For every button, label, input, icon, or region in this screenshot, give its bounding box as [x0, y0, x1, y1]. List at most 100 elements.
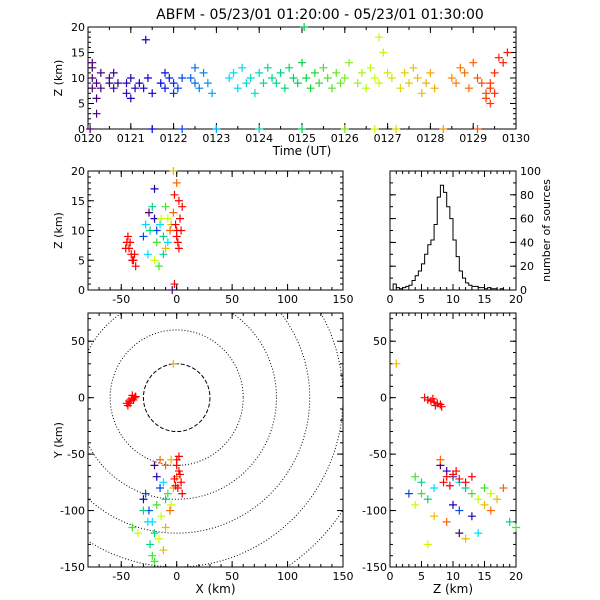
source-point: [146, 540, 155, 549]
x-tick-label: 0: [387, 293, 394, 306]
x-tick-label: 0: [387, 570, 394, 583]
source-point: [285, 63, 294, 72]
source-point: [452, 79, 461, 88]
y-tick-label: 0: [78, 392, 85, 405]
source-point: [154, 534, 163, 543]
source-point: [473, 125, 482, 133]
source-point: [126, 238, 135, 247]
source-point: [165, 74, 174, 82]
range-ring: [88, 313, 277, 500]
source-point: [169, 359, 178, 368]
source-point: [315, 79, 324, 88]
x-tick-label: 15: [478, 293, 492, 306]
source-point: [452, 467, 461, 476]
source-point: [370, 74, 379, 82]
y-tick-label: 0: [78, 123, 85, 136]
source-point: [123, 232, 132, 241]
source-point: [357, 68, 366, 77]
source-point: [480, 500, 489, 509]
x-axis-label: Z (km): [433, 582, 473, 596]
x-tick-label: 50: [225, 293, 239, 306]
source-point: [171, 220, 180, 229]
source-point: [176, 470, 185, 479]
source-point: [493, 495, 502, 504]
source-point: [255, 125, 264, 133]
y-tick-label: 100: [520, 165, 541, 178]
height-y-panel: 0 5 10 15 20 -150 -100 -50 0 50 Z (km): [362, 312, 523, 596]
source-point: [157, 512, 166, 521]
source-point: [156, 220, 165, 229]
source-point: [148, 125, 157, 133]
source-point: [480, 483, 489, 492]
source-point: [172, 232, 181, 241]
source-point: [469, 58, 478, 67]
source-point: [302, 74, 311, 82]
source-point: [512, 523, 520, 532]
source-point: [131, 262, 140, 271]
y-tick-label: -50: [369, 448, 387, 461]
y-tick-label: 0: [380, 392, 387, 405]
source-point: [156, 483, 165, 492]
histogram-steps: [390, 184, 516, 291]
source-point: [169, 89, 178, 98]
source-point: [417, 478, 426, 487]
range-ring: [88, 313, 311, 534]
source-point: [121, 244, 130, 253]
source-point: [460, 68, 469, 77]
source-point: [310, 68, 319, 77]
source-point: [456, 63, 465, 72]
source-point: [88, 63, 97, 72]
y-tick-label: -150: [362, 561, 387, 574]
source-point: [490, 89, 499, 98]
source-point: [156, 79, 165, 88]
source-point: [486, 489, 495, 498]
source-point: [289, 74, 298, 82]
source-point: [482, 94, 491, 103]
source-point: [225, 74, 234, 82]
source-point: [168, 286, 177, 294]
source-point: [122, 89, 131, 98]
source-point: [436, 455, 445, 464]
source-point: [404, 489, 413, 498]
source-point: [392, 125, 401, 133]
source-point: [298, 58, 306, 67]
source-point: [229, 68, 238, 77]
source-point: [96, 68, 105, 77]
x-height-panel: -50 0 50 100 150 0 5 10 15 20 Z (km): [52, 165, 354, 306]
source-point: [392, 359, 401, 368]
source-point: [92, 79, 101, 88]
x-tick-label: 0129: [459, 132, 487, 145]
x-tick-label: 20: [509, 570, 523, 583]
source-point: [159, 250, 168, 259]
source-point: [293, 79, 302, 88]
source-point: [152, 500, 161, 509]
source-point: [109, 68, 118, 77]
source-point: [387, 74, 396, 82]
y-tick-label: 5: [78, 254, 85, 267]
source-point: [423, 495, 432, 504]
source-point: [172, 178, 181, 187]
source-point: [159, 232, 168, 241]
source-point: [150, 557, 159, 566]
source-point: [178, 489, 187, 498]
source-point: [174, 452, 183, 461]
source-point: [208, 89, 217, 98]
source-point: [126, 74, 135, 82]
source-point: [238, 63, 247, 72]
source-point: [139, 495, 148, 504]
source-point: [336, 79, 345, 88]
x-tick-label: -50: [112, 293, 130, 306]
source-point: [250, 89, 259, 98]
source-point: [411, 472, 420, 481]
source-point: [161, 523, 170, 532]
source-point: [141, 220, 150, 229]
source-point: [157, 214, 166, 223]
source-point: [161, 202, 170, 211]
x-tick-label: 0121: [117, 132, 145, 145]
x-tick-label: 150: [333, 293, 354, 306]
source-point: [430, 512, 439, 521]
source-point: [159, 546, 168, 555]
source-point: [298, 125, 306, 133]
source-point: [167, 455, 176, 464]
